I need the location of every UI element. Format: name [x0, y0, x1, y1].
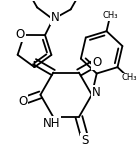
Text: S: S [81, 134, 89, 147]
Text: O: O [16, 28, 25, 41]
Text: NH: NH [43, 117, 60, 130]
Text: CH₃: CH₃ [102, 11, 118, 20]
Text: N: N [92, 86, 101, 99]
Text: O: O [18, 95, 27, 108]
Text: N: N [51, 11, 59, 24]
Text: CH₃: CH₃ [121, 73, 137, 82]
Text: O: O [92, 56, 101, 69]
